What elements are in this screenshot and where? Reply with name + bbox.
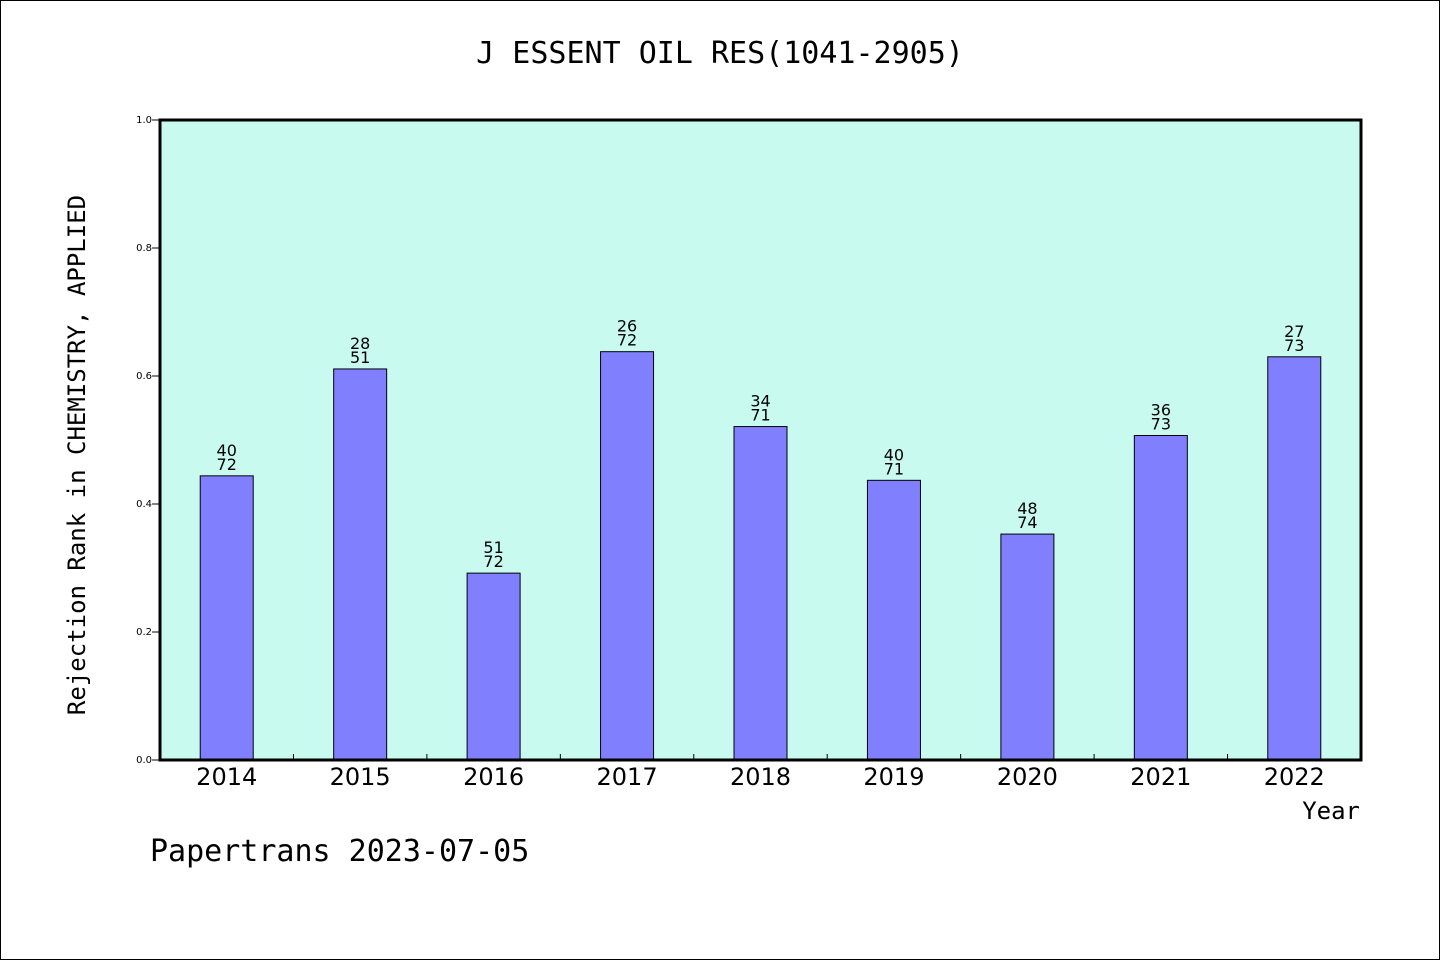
bar-label-top: 28 (350, 334, 370, 353)
bar-label-bottom: 72 (483, 552, 503, 571)
y-tick-label: 0.8 (136, 243, 152, 254)
bar-label-bottom: 73 (1284, 336, 1304, 355)
bar-2021 (1133, 435, 1188, 761)
bar-label-top: 40 (217, 441, 237, 460)
bar-label-bottom: 71 (884, 459, 904, 478)
y-tick-label: 0.6 (136, 371, 152, 382)
bar-label-top: 26 (617, 317, 637, 336)
bar-label-top: 51 (483, 538, 503, 557)
bar-2017 (600, 351, 655, 761)
y-tick-label: 1.0 (136, 115, 152, 126)
y-tick-label: 0.4 (136, 499, 152, 510)
x-tick-label: 2022 (1264, 763, 1325, 791)
bar-label-bottom: 72 (217, 455, 237, 474)
y-tick-label: 0.0 (136, 755, 152, 766)
x-tick-label: 2021 (1130, 763, 1191, 791)
x-tick-label: 2017 (597, 763, 658, 791)
bar-2014 (199, 475, 254, 761)
plot-border (158, 118, 1363, 762)
x-tick-label: 2018 (730, 763, 791, 791)
x-tick-label: 2015 (330, 763, 391, 791)
bar-2016 (466, 572, 521, 761)
x-tick-label: 2014 (196, 763, 257, 791)
bar-label-top: 27 (1284, 322, 1304, 341)
x-axis-title: Year (1302, 797, 1360, 825)
chart-title: J ESSENT OIL RES(1041-2905) (476, 36, 964, 71)
bar-label-bottom: 74 (1017, 513, 1037, 532)
x-tick-label: 2020 (997, 763, 1058, 791)
bar-label-top: 34 (750, 392, 770, 411)
y-axis-title: Rejection Rank in CHEMISTRY, APPLIED (63, 195, 91, 715)
bar-label-top: 40 (884, 445, 904, 464)
bar-label-bottom: 71 (750, 406, 770, 425)
bar-2019 (866, 479, 921, 761)
bar-label-top: 48 (1017, 499, 1037, 518)
footer-credit: Papertrans 2023-07-05 (150, 834, 530, 869)
x-tick-label: 2016 (463, 763, 524, 791)
bar-2018 (733, 426, 788, 761)
bar-label-bottom: 51 (350, 348, 370, 367)
y-tick-label: 0.2 (136, 627, 152, 638)
bar-2022 (1267, 356, 1322, 761)
bar-label-bottom: 73 (1151, 415, 1171, 434)
bar-2020 (1000, 533, 1055, 761)
bar-label-top: 36 (1151, 401, 1171, 420)
x-tick-label: 2019 (863, 763, 924, 791)
bar-2015 (333, 368, 388, 761)
bar-label-bottom: 72 (617, 331, 637, 350)
